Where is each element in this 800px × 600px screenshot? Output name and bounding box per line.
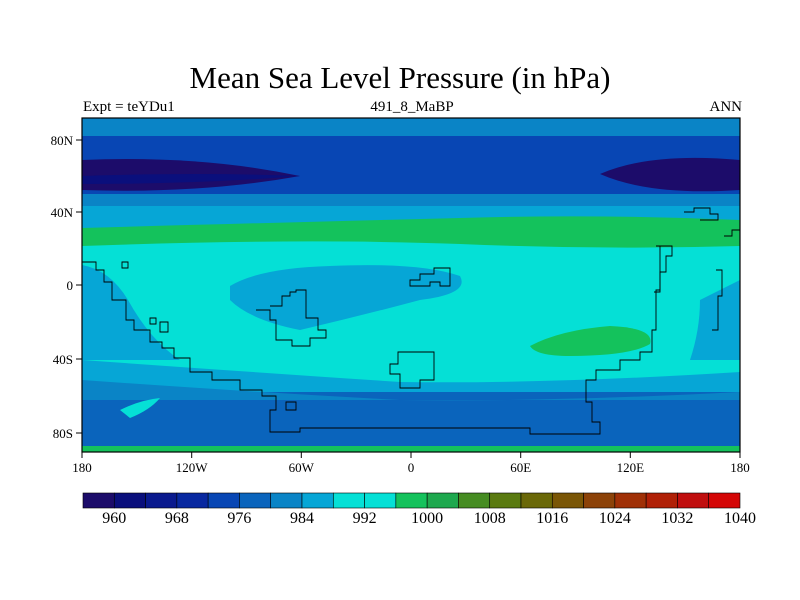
contour-tropical-low — [230, 265, 462, 330]
contour-north-midlat — [82, 194, 740, 208]
coastline-continent-central — [409, 267, 451, 287]
contour-south-pole — [82, 446, 740, 452]
contour-south-subtropical-high — [530, 326, 651, 356]
lat-tick-marks — [76, 139, 82, 434]
colorbar-swatch — [426, 492, 459, 509]
colorbar-swatch — [458, 492, 491, 509]
coastline-southern-outline — [82, 245, 672, 435]
colorbar-swatch — [489, 492, 522, 509]
map-title: Mean Sea Level Pressure (in hPa) — [189, 60, 611, 95]
coastline-continent-south — [389, 351, 435, 389]
colorbar-swatch — [270, 492, 303, 509]
colorbar-swatch — [332, 492, 365, 509]
coastlines — [82, 207, 740, 435]
colorbar-swatch — [708, 492, 741, 509]
lat-tick-label: 40N — [51, 205, 74, 220]
colorbar-swatch — [364, 492, 397, 509]
colorbar-swatch — [520, 492, 553, 509]
contour-north-subtropical-high — [82, 216, 740, 248]
colorbar-swatch — [207, 492, 240, 509]
lon-tick-label: 0 — [408, 460, 415, 475]
lon-tick-label: 60E — [510, 460, 531, 475]
pressure-field — [82, 118, 740, 452]
contour-south-band — [82, 380, 740, 401]
period-label: 491_8_MaBP — [370, 99, 454, 115]
lat-tick-label: 80S — [53, 426, 73, 441]
contour-tropics — [82, 228, 740, 383]
colorbar-swatch — [551, 492, 584, 509]
colorbar-swatch — [239, 492, 272, 509]
contour-south-midlat — [82, 392, 740, 448]
coastline-east-3 — [684, 207, 719, 221]
coastline-continent-west — [256, 289, 327, 347]
coastline-island-2 — [149, 317, 157, 325]
colorbar-label: 960 — [102, 510, 126, 527]
lat-tick-label: 80N — [51, 133, 74, 148]
contour-north-low-core — [82, 174, 300, 184]
colorbar-label: 1032 — [661, 510, 693, 527]
colorbar-label: 984 — [290, 510, 314, 527]
lon-tick-label: 60W — [289, 460, 315, 475]
colorbar-swatch — [677, 492, 710, 509]
coastline-island-1 — [121, 261, 129, 269]
colorbar-swatch — [176, 492, 209, 509]
contour-south-pocket — [120, 398, 160, 418]
season-label: ANN — [709, 99, 743, 115]
experiment-label: Expt = teYDu1 — [83, 99, 175, 115]
colorbar-swatch — [301, 492, 334, 509]
colorbar-swatch — [645, 492, 678, 509]
coastline-island-3 — [159, 321, 169, 333]
colorbar-label: 1016 — [536, 510, 568, 527]
lon-tick-label: 180 — [730, 460, 750, 475]
colorbar-label: 1040 — [724, 510, 756, 527]
lon-tick-label: 120E — [617, 460, 645, 475]
colorbar-label: 1024 — [599, 510, 631, 527]
lon-tick-marks — [81, 452, 741, 458]
colorbar-label: 968 — [165, 510, 189, 527]
colorbar-swatch — [113, 492, 146, 509]
colorbar-swatch — [614, 492, 647, 509]
colorbar-swatch — [82, 492, 115, 509]
colorbar-swatch — [395, 492, 428, 509]
contour-polar-north — [82, 118, 740, 138]
lon-tick-label: 120W — [176, 460, 209, 475]
contour-north-low-east — [600, 157, 740, 192]
contour-west-pacific-low — [82, 265, 180, 360]
colorbar-label: 976 — [227, 510, 251, 527]
coastline-east-1 — [654, 245, 673, 293]
lon-tick-label: 180 — [72, 460, 92, 475]
contour-east-pacific-low — [690, 280, 740, 360]
colorbar-swatch — [583, 492, 616, 509]
lat-tick-label: 0 — [67, 278, 74, 293]
lat-tick-label: 40S — [53, 352, 73, 367]
coastline-east-2 — [712, 269, 723, 331]
colorbar — [82, 492, 741, 509]
coastline-island-4 — [285, 401, 297, 411]
coastline-east-4 — [724, 229, 740, 237]
colorbar-label: 1008 — [474, 510, 506, 527]
colorbar-label: 1000 — [411, 510, 443, 527]
colorbar-label: 992 — [353, 510, 377, 527]
colorbar-swatch — [145, 492, 178, 509]
